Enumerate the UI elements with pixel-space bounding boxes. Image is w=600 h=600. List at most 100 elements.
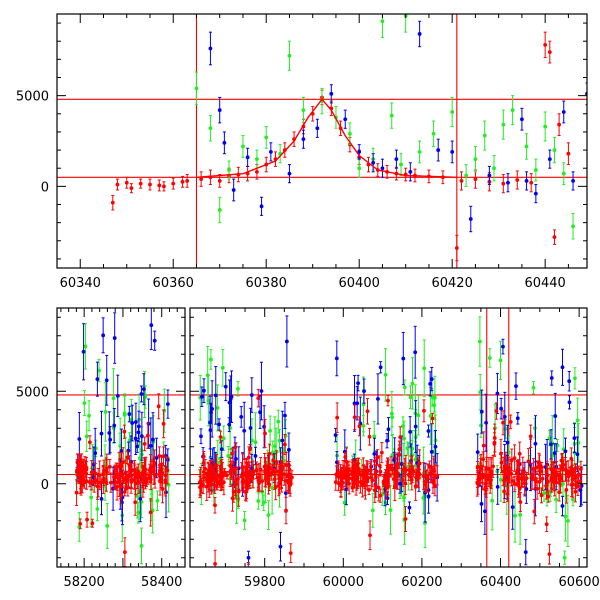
bottom-data-point [501, 338, 505, 355]
bottom-data-point [244, 462, 249, 472]
bottom-data-point [83, 460, 88, 471]
bottom-data-point [119, 458, 124, 476]
top-x-tick-label: 60380 [246, 276, 287, 291]
bottom-x-tick-label: 58400 [141, 575, 182, 590]
bottom-data-point [280, 452, 285, 482]
bottom-data-point [361, 465, 366, 485]
bottom-data-point [554, 461, 559, 485]
top-data-point [524, 171, 529, 191]
bottom-data-point [156, 393, 161, 420]
top-plot-area [57, 14, 587, 268]
bottom-data-point [141, 466, 146, 480]
top-data-point [515, 170, 520, 190]
bottom-data-point [146, 398, 151, 449]
bottom-data-point [127, 405, 132, 423]
bottom-data-point [161, 409, 166, 439]
bottom-data-point [427, 460, 432, 474]
bottom-data-point [573, 463, 578, 473]
bottom-data-point [566, 460, 571, 486]
top-plot-frame [56, 13, 588, 269]
bottom-data-point [157, 446, 162, 466]
bottom-data-point [74, 479, 79, 506]
top-data-point [459, 171, 464, 191]
top-data-point [557, 113, 562, 137]
bottom-data-point [112, 312, 117, 364]
top-data-point [259, 196, 264, 216]
bottom-data-point [343, 452, 348, 462]
bottom-data-point [539, 461, 544, 473]
bottom-data-point [154, 437, 159, 479]
top-data-point [222, 131, 227, 155]
bottom-data-point [383, 490, 388, 515]
bottom-data-point [87, 435, 92, 450]
top-data-point [473, 145, 478, 173]
bottom-plot-frame-0 [56, 307, 186, 568]
bottom-data-point [122, 395, 127, 431]
bottom-data-point [229, 370, 234, 423]
bottom-data-point [569, 447, 574, 470]
top-data-point [492, 155, 496, 182]
bottom-data-point [161, 446, 166, 466]
bottom-data-point [97, 358, 101, 383]
bottom-data-point [147, 463, 152, 478]
bottom-data-point [206, 461, 211, 484]
bottom-data-point [553, 392, 558, 440]
bottom-data-point [85, 511, 89, 528]
bottom-data-point [90, 518, 95, 528]
bottom-data-point [572, 423, 577, 454]
bottom-data-point [557, 483, 562, 502]
bottom-data-point [549, 469, 554, 489]
top-data-point [301, 129, 306, 149]
bottom-data-point [384, 460, 389, 485]
bottom-data-point [93, 462, 98, 484]
bottom-data-point [487, 348, 492, 368]
bottom-data-point [370, 473, 375, 488]
top-data-point [273, 151, 278, 167]
bottom-data-point [526, 448, 531, 475]
bottom-data-point [403, 471, 408, 495]
bottom-data-point [230, 448, 235, 460]
bottom-data-point [335, 402, 340, 433]
bottom-data-point [87, 400, 91, 432]
bottom-data-point [532, 417, 537, 439]
bottom-data-point [136, 501, 141, 524]
bottom-data-point [495, 468, 500, 505]
bottom-data-point [509, 461, 514, 487]
bottom-data-point [284, 496, 288, 525]
top-data-point [241, 135, 245, 158]
top-data-point [543, 31, 548, 59]
bottom-data-point [561, 459, 566, 471]
bottom-data-point [213, 366, 218, 425]
bottom-data-point [398, 426, 403, 449]
bottom-data-point [246, 562, 250, 567]
bottom-data-point [103, 382, 108, 442]
bottom-data-point [229, 460, 234, 480]
top-data-point [552, 229, 557, 245]
bottom-data-point [162, 388, 167, 433]
bottom-data-point [149, 308, 154, 351]
top-data-point [371, 153, 376, 173]
top-data-point [487, 165, 492, 186]
bottom-data-point [567, 370, 572, 392]
top-data-point [482, 120, 487, 151]
bottom-cluster-0 [74, 308, 171, 567]
bottom-data-point [135, 439, 140, 453]
bottom-data-point [213, 549, 217, 567]
bottom-data-point [155, 490, 160, 511]
bottom-data-point [430, 412, 435, 425]
bottom-data-point [288, 543, 293, 564]
top-data-point [124, 176, 129, 189]
bottom-data-point [528, 424, 533, 448]
bottom-data-point [215, 467, 219, 488]
top-data-point [231, 178, 236, 202]
bottom-data-point [512, 444, 517, 472]
top-x-tick-label: 60360 [153, 276, 194, 291]
top-panel-zoomed-light-curve: 60340 60360 60380 60400 60420 60440 0 5000 [16, 13, 588, 291]
bottom-data-point [242, 401, 247, 460]
top-data-point [268, 142, 273, 162]
bottom-data-point [484, 456, 489, 482]
bottom-data-point [498, 340, 503, 381]
bottom-data-point [152, 330, 157, 351]
bottom-data-point [97, 460, 102, 491]
